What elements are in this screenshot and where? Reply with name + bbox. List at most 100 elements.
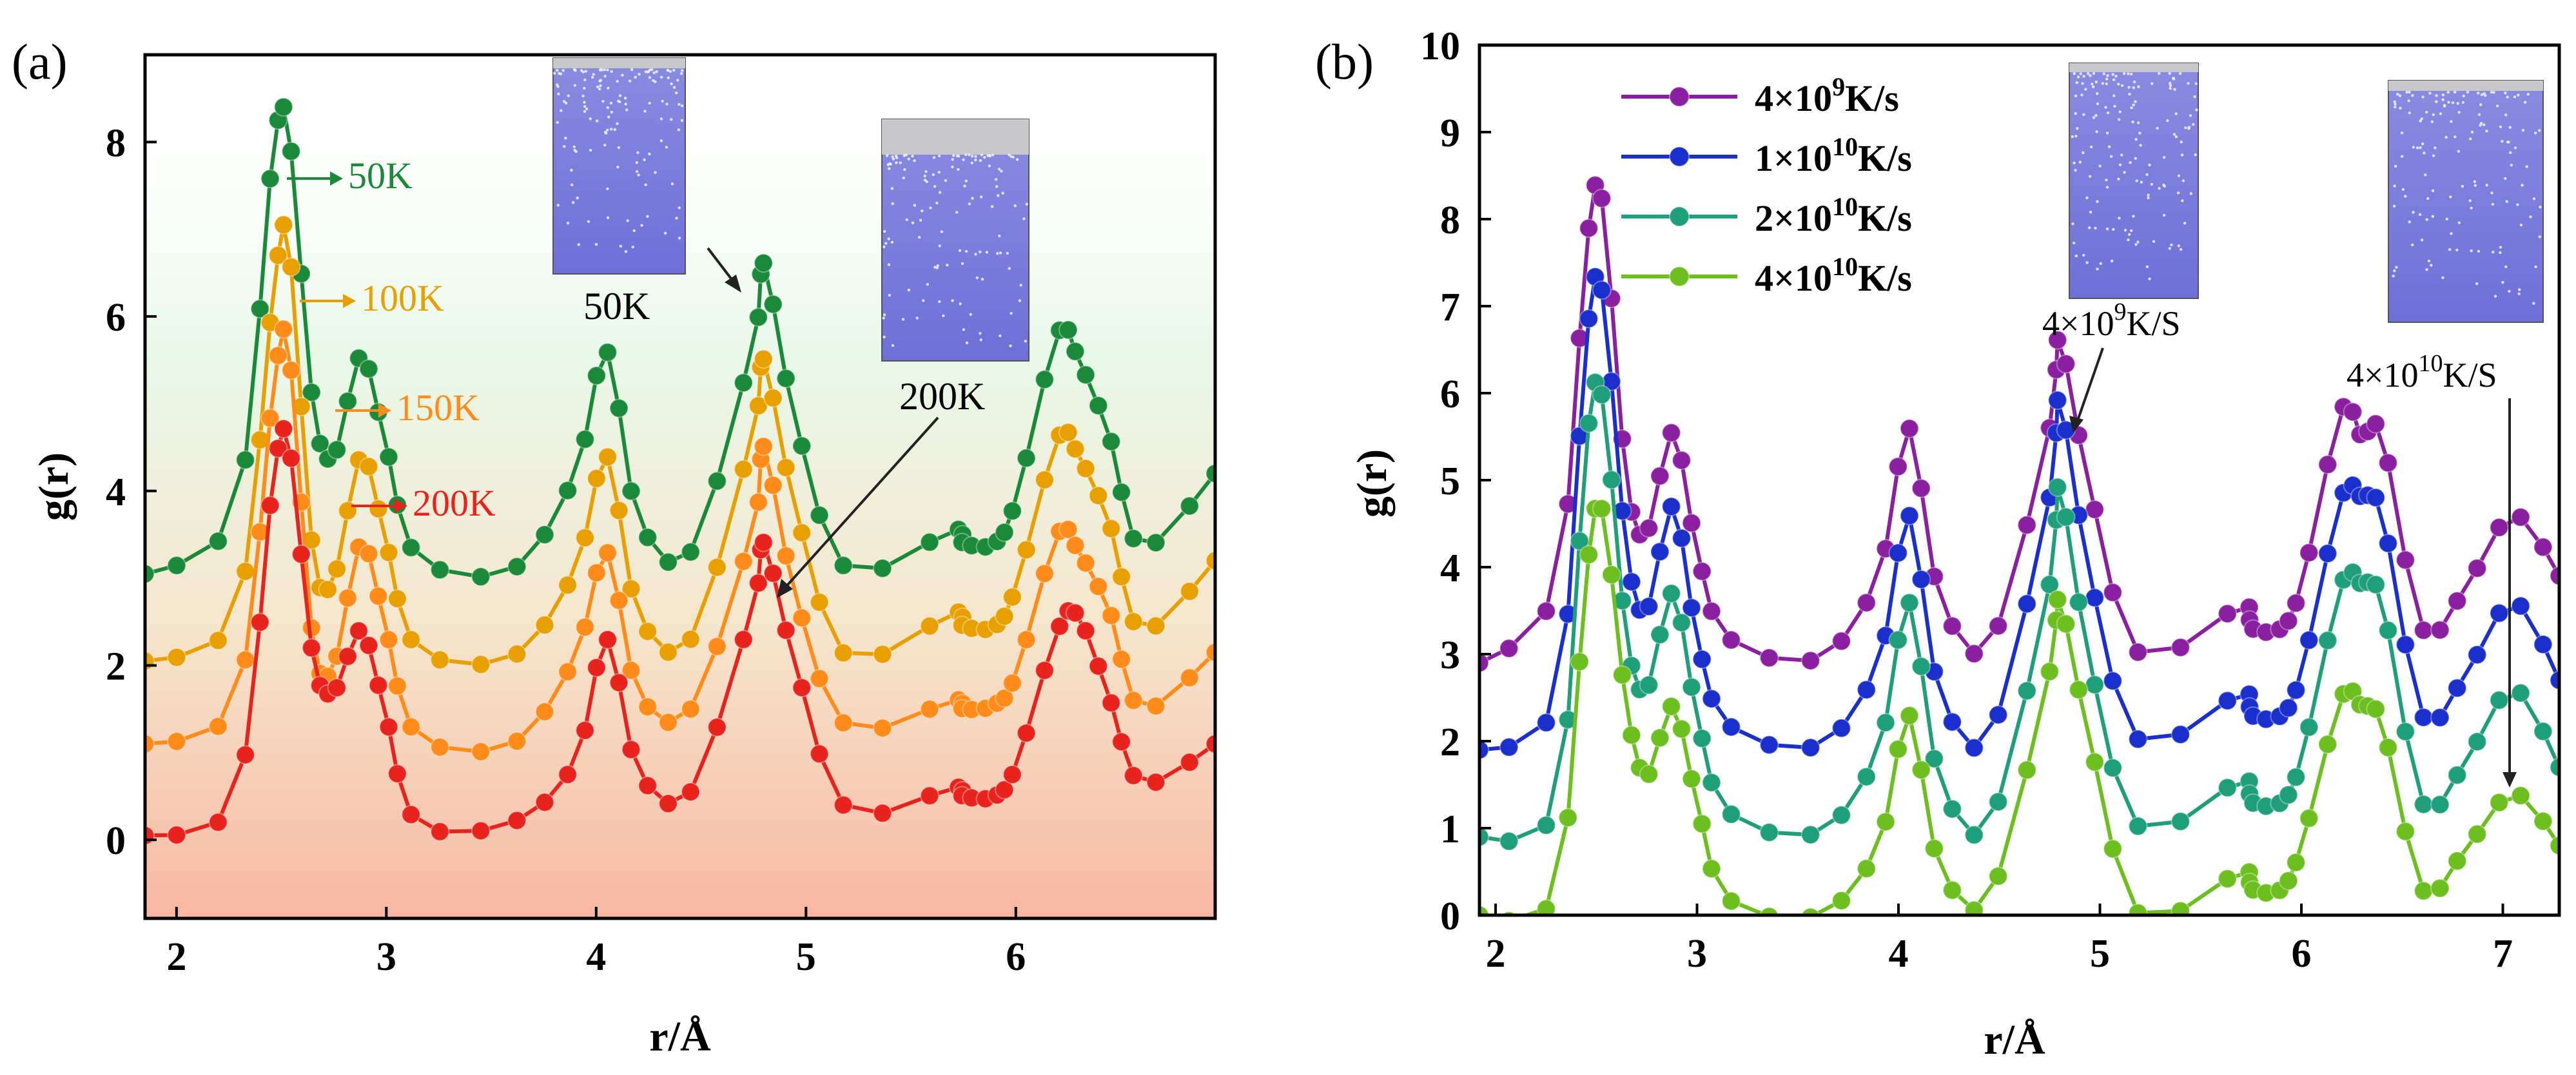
snapshot-atom-dot	[2123, 171, 2126, 174]
snapshot-atom-dot	[938, 300, 941, 304]
snapshot-atom-dot	[979, 195, 983, 199]
snapshot-atom-dot	[2168, 247, 2171, 250]
panel-b-series-1-point-56	[2366, 488, 2386, 508]
snapshot-atom-dot	[678, 237, 681, 240]
snapshot-atom-dot	[610, 128, 613, 131]
panel-a-series-2-point-5	[260, 408, 280, 428]
snapshot-atom-dot	[2479, 103, 2483, 106]
snapshot-atom-dot	[926, 283, 930, 286]
panel-b-series-2-point-23	[1857, 767, 1877, 787]
snapshot-atom-dot	[2521, 184, 2524, 187]
panel-b-series-2-point-20	[1759, 822, 1779, 842]
snapshot-atom-dot	[598, 79, 601, 82]
panel-b-legend-marker-0	[1669, 86, 1690, 107]
snapshot-atom-dot	[592, 73, 595, 76]
panel-b-series-1-point-20	[1759, 735, 1779, 755]
snapshot-atom-dot	[2504, 177, 2507, 180]
panel-b-series-2-point-1	[1499, 831, 1519, 851]
snapshot-atom-dot	[2534, 265, 2537, 269]
snapshot-atom-dot	[899, 161, 902, 164]
snapshot-atom-dot	[2462, 94, 2465, 98]
panel-b-series-1-point-49	[2286, 680, 2306, 700]
snapshot-atom-dot	[2418, 213, 2422, 217]
snapshot-atom-dot	[892, 157, 895, 160]
panel-a-legend-arrowhead-1	[343, 294, 356, 308]
snapshot-atom-dot	[2105, 186, 2109, 189]
snapshot-atom-dot	[2461, 184, 2464, 188]
snapshot-atom-dot	[2134, 138, 2138, 141]
snapshot-atom-dot	[2420, 117, 2423, 121]
panel-a-series-3-point-28	[598, 630, 618, 650]
panel-a-series-1-point-60	[1088, 486, 1108, 506]
panel-b-series-0-point-25	[1888, 457, 1908, 476]
panel-a-series-2-point-30	[621, 661, 641, 681]
snapshot-atom-dot	[2447, 101, 2450, 104]
panel-b-series-3-point-33	[2040, 662, 2060, 681]
snapshot-atom-dot	[2430, 264, 2433, 267]
panel-b-series-2-point-33	[2040, 575, 2060, 594]
panel-b-legend-marker-1	[1669, 146, 1690, 167]
panel-a-series-2-point-39	[763, 476, 783, 495]
snapshot-atom-dot	[2432, 113, 2435, 117]
panel-a-series-2-point-3	[235, 650, 255, 670]
panel-b-series-0-point-63	[2489, 518, 2509, 538]
panel-b-series-1-point-10	[1621, 572, 1641, 592]
panel-a-series-1-point-44	[873, 644, 892, 664]
panel-a-series-3-point-9	[291, 544, 311, 564]
panel-a-ytick-label-0: 0	[106, 819, 126, 863]
panel-a-series-1-point-16	[359, 456, 378, 476]
snapshot-atom-dot	[965, 341, 969, 345]
panel-a-series-0-point-28	[598, 342, 618, 362]
panel-a-series-0-point-62	[1111, 482, 1131, 502]
snapshot-atom-dot	[617, 99, 620, 103]
panel-a-series-3-point-44	[873, 803, 892, 823]
snapshot-atom-dot	[606, 216, 610, 219]
panel-b-series-2-point-59	[2414, 795, 2434, 815]
snapshot-atom-dot	[2162, 213, 2166, 217]
snapshot-atom-dot	[883, 335, 886, 339]
snapshot-atom-dot	[2393, 184, 2396, 188]
snapshot-atom-dot	[2425, 110, 2428, 114]
panel-b-ytick-label-4: 4	[1440, 547, 1460, 590]
panel-b-series-0-point-39	[2103, 583, 2123, 603]
snapshot-atom-dot	[610, 70, 613, 73]
panel-a-series-3-point-23	[507, 811, 527, 831]
snapshot-atom-dot	[988, 164, 991, 168]
panel-a-series-0-point-64	[1146, 533, 1166, 552]
snapshot-atom-dot	[563, 145, 566, 148]
snapshot-atom-dot	[2392, 275, 2395, 278]
panel-a-series-3-point-8	[281, 449, 301, 468]
panel-b-series-0-point-59	[2414, 620, 2434, 640]
panel-a-series-0-point-2	[208, 531, 228, 551]
snapshot-atom-dot	[2508, 126, 2512, 129]
snapshot-atom-dot	[661, 99, 664, 103]
inset-50k-label: 50K	[583, 285, 650, 327]
panel-b-series-0-point-22	[1831, 631, 1851, 651]
panel-b-series-2-point-5	[1579, 413, 1599, 433]
panel-b-series-0-point-31	[1988, 616, 2008, 636]
snapshot-atom-dot	[583, 101, 586, 104]
snapshot-atom-dot	[2445, 217, 2448, 220]
snapshot-atom-dot	[924, 170, 928, 173]
snapshot-atom-dot	[678, 206, 681, 209]
snapshot-atom-dot	[2408, 111, 2411, 115]
snapshot-atom-dot	[911, 155, 914, 158]
snapshot-atom-dot	[606, 128, 609, 131]
panel-b-series-3-point-66	[2550, 836, 2559, 855]
panel-a-series-2-point-42	[810, 668, 830, 688]
snapshot-atom-dot	[2425, 218, 2428, 221]
panel-b-ytick-label-1: 1	[1440, 808, 1460, 851]
snapshot-atom-dot	[2172, 133, 2176, 136]
annotation-4e9: 4×109K/S	[2042, 298, 2181, 343]
panel-b-legend-marker-3	[1669, 266, 1690, 287]
panel-a-series-0-point-25	[558, 481, 578, 501]
panel-b-series-0-point-53	[2343, 402, 2363, 422]
panel-b-series-0-point-48	[2278, 611, 2298, 631]
panel-a-series-2-point-55	[1035, 563, 1055, 583]
panel-a-series-3-point-7	[273, 419, 293, 439]
snapshot-atom-dot	[2412, 146, 2415, 149]
snapshot-atom-dot	[663, 231, 667, 235]
snapshot-atom-dot	[932, 156, 936, 159]
snapshot-atom-dot	[2168, 72, 2171, 75]
snapshot-atom-dot	[2106, 111, 2110, 115]
